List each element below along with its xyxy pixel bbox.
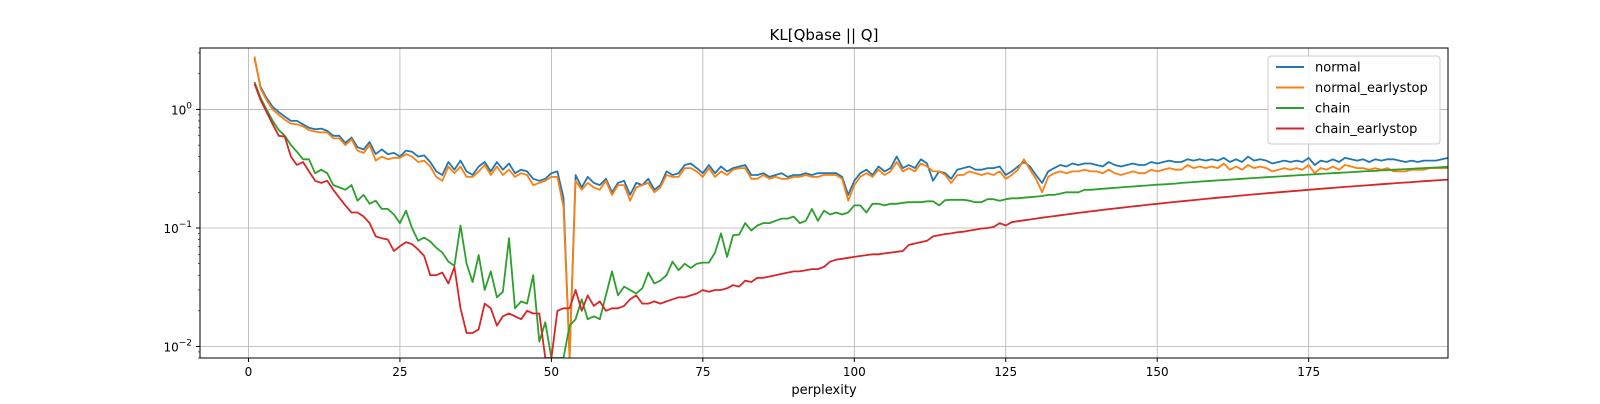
legend-label: normal_earlystop (1315, 81, 1428, 96)
series-lines (253, 56, 1448, 358)
x-tick-label: 25 (392, 365, 407, 379)
y-tick-label: 10−1 (163, 220, 192, 236)
series-line-normal-earlystop (253, 56, 1448, 358)
legend-label: chain (1315, 102, 1350, 117)
axis-ticks: 0 25 50 75 100 125 150 175 100 10−1 10−2 (163, 52, 1320, 379)
legend-box (1267, 55, 1441, 145)
x-tick-label: 100 (843, 365, 866, 379)
x-tick-label: 125 (994, 365, 1017, 379)
chart-title: KL[Qbase || Q] (770, 26, 879, 44)
x-axis-label: perplexity (791, 383, 857, 398)
y-tick-label: 10−2 (163, 339, 192, 355)
series-line-chain (253, 81, 1448, 358)
x-tick-label: 75 (695, 365, 710, 379)
series-line-chain-earlystop (253, 83, 1448, 358)
x-tick-label: 150 (1146, 365, 1169, 379)
series-line-normal (253, 58, 1448, 358)
x-tick-label: 0 (245, 365, 253, 379)
x-tick-label: 50 (544, 365, 559, 379)
legend-label: chain_earlystop (1315, 122, 1417, 137)
legend-label: normal (1315, 61, 1361, 76)
y-tick-label: 100 (171, 101, 192, 117)
plot-area-frame (199, 47, 1449, 359)
x-tick-label: 175 (1297, 365, 1320, 379)
